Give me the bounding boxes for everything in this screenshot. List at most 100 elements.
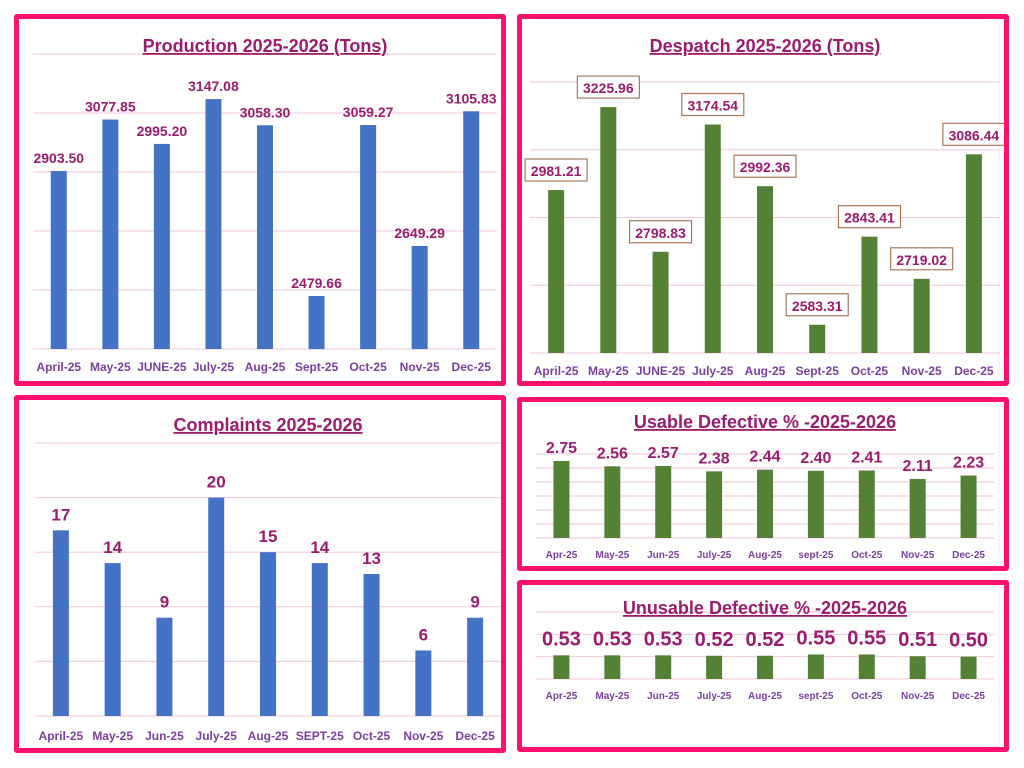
usable-defective-panel: Usable Defective % -2025-2026 2.75 Apr-25 2… — [517, 397, 1009, 571]
bar — [548, 189, 565, 353]
production-panel: Production 2025-2026 (Tons) 2903.50 April-… — [14, 14, 506, 386]
bar — [861, 236, 878, 353]
category-label: May-25 — [92, 729, 133, 743]
bar — [260, 552, 276, 716]
category-label: Oct-25 — [851, 691, 883, 702]
bar — [913, 278, 930, 353]
value-label: 2.23 — [953, 455, 984, 472]
category-label: April-25 — [39, 729, 84, 743]
value-label: 2.41 — [851, 450, 882, 467]
bar — [655, 655, 672, 679]
category-label: sept-25 — [798, 550, 833, 561]
category-label: Nov-25 — [902, 364, 942, 378]
value-label: 2995.20 — [137, 123, 188, 139]
bar — [909, 478, 926, 538]
value-label: 2.11 — [903, 458, 933, 475]
value-label-box — [890, 247, 954, 271]
value-label: 0.55 — [847, 627, 886, 649]
category-label: Jun-25 — [647, 691, 680, 702]
category-label: sept-25 — [798, 691, 833, 702]
category-label: Apr-25 — [546, 550, 578, 561]
bar — [600, 107, 617, 353]
category-label: April-25 — [534, 364, 579, 378]
bar — [411, 245, 428, 349]
bar — [553, 655, 570, 679]
value-label: 2981.21 — [531, 163, 582, 179]
category-label: Jun-25 — [145, 729, 184, 743]
value-label: 2719.02 — [896, 252, 947, 268]
category-label: Aug-25 — [748, 691, 782, 702]
value-label: 0.53 — [644, 628, 683, 650]
bar — [704, 124, 721, 353]
bar — [652, 251, 669, 353]
bar — [809, 324, 826, 353]
category-label: July-25 — [692, 364, 734, 378]
bar — [308, 296, 325, 349]
value-label: 3174.54 — [687, 97, 738, 113]
bar — [655, 466, 672, 538]
value-label-box — [524, 158, 588, 182]
bar — [604, 466, 621, 538]
category-label: Sept-25 — [295, 360, 339, 374]
category-label: Aug-25 — [248, 729, 289, 743]
bar — [757, 655, 773, 679]
bar — [858, 470, 875, 538]
value-label: 2.38 — [699, 450, 730, 467]
category-label: July-25 — [697, 550, 732, 561]
category-label: Nov-25 — [403, 729, 443, 743]
value-label: 2.56 — [597, 445, 628, 462]
value-label-box — [733, 154, 797, 178]
chart-title: Usable Defective % -2025-2026 — [634, 412, 896, 432]
category-label: JUNE-25 — [137, 360, 187, 374]
bar — [257, 125, 273, 349]
value-label: 0.53 — [593, 628, 632, 650]
value-label: 3077.85 — [85, 99, 136, 115]
category-label: Oct-25 — [851, 364, 889, 378]
bar — [706, 471, 723, 538]
chart-title: Production 2025-2026 (Tons) — [143, 36, 388, 56]
bar — [205, 99, 222, 350]
value-label: 2.40 — [800, 450, 831, 467]
bar — [153, 143, 170, 349]
category-label: Oct-25 — [349, 360, 387, 374]
bar — [208, 497, 225, 716]
category-label: July-25 — [196, 729, 238, 743]
value-label: 2.44 — [749, 449, 780, 466]
category-label: July-25 — [193, 360, 235, 374]
value-label-box — [785, 293, 849, 317]
unusable-defective-panel: Unusable Defective % -2025-2026 0.53 Apr-2… — [517, 580, 1009, 752]
value-label: 0.52 — [746, 629, 785, 651]
value-label: 0.55 — [796, 627, 835, 649]
bar — [104, 563, 121, 716]
value-label: 20 — [207, 473, 226, 492]
category-label: Dec-25 — [952, 691, 985, 702]
bar — [960, 475, 977, 538]
value-label: 3058.30 — [240, 104, 291, 120]
value-label: 3059.27 — [343, 104, 394, 120]
despatch-chart: Despatch 2025-2026 (Tons) 2981.21 April-25… — [524, 36, 1004, 378]
value-label: 0.53 — [542, 628, 581, 650]
category-label: July-25 — [697, 691, 732, 702]
bar — [909, 656, 926, 679]
bar — [363, 574, 380, 716]
bar — [156, 617, 173, 716]
bar — [467, 617, 484, 716]
value-label: 2649.29 — [394, 225, 445, 241]
bar — [50, 170, 67, 349]
bar — [965, 154, 982, 353]
bar — [415, 650, 432, 716]
value-label: 3086.44 — [949, 127, 1000, 143]
category-label: Oct-25 — [353, 729, 391, 743]
bar — [807, 470, 824, 538]
category-label: May-25 — [588, 364, 629, 378]
value-label: 0.50 — [949, 630, 988, 652]
value-label-box — [942, 122, 1004, 146]
value-label-box — [628, 220, 693, 244]
value-label: 3147.08 — [188, 78, 239, 94]
chart-title: Unusable Defective % -2025-2026 — [623, 598, 907, 618]
bar — [553, 461, 570, 538]
category-label: Dec-25 — [452, 360, 492, 374]
value-label: 0.51 — [898, 629, 937, 651]
category-label: Apr-25 — [546, 691, 578, 702]
bar — [706, 655, 723, 679]
